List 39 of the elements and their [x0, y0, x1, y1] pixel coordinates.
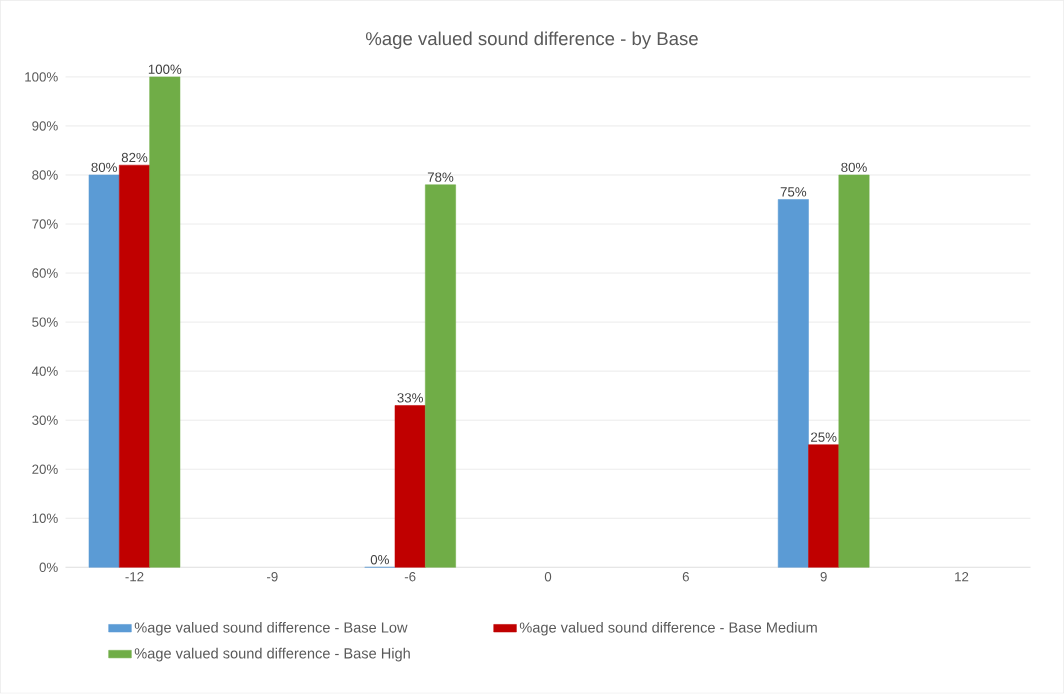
bar: [394, 405, 426, 568]
data-label: 33%: [397, 393, 423, 403]
y-tick-label: 90%: [32, 121, 58, 131]
y-tick-label: 30%: [32, 415, 58, 426]
data-label: 80%: [841, 162, 867, 173]
y-tick-label: 20%: [32, 464, 58, 475]
legend-label: %age valued sound difference - Base Medium: [519, 622, 817, 636]
x-tick-label: -9: [267, 572, 278, 582]
y-tick-label: 70%: [32, 219, 58, 229]
y-tick-label: 50%: [32, 317, 58, 328]
x-tick-label: 0: [544, 572, 552, 582]
x-tick-label: 9: [820, 572, 827, 582]
y-tick-label: 60%: [32, 268, 58, 278]
y-tick-label: 100%: [25, 72, 58, 82]
bar: [838, 174, 870, 568]
y-tick-label: 10%: [32, 513, 58, 524]
bar: [119, 165, 150, 568]
x-tick-label: 6: [682, 572, 689, 582]
bar: [149, 76, 181, 568]
bar: [777, 199, 809, 568]
data-label: 82%: [121, 153, 148, 163]
bar: [808, 444, 840, 568]
data-label: 75%: [780, 187, 807, 197]
chart-title: %age valued sound difference - by Base: [365, 31, 698, 50]
x-tick-label: 12: [955, 572, 969, 582]
y-tick-label: 0%: [39, 562, 58, 573]
data-label: 0%: [370, 555, 389, 565]
legend-label: %age valued sound difference - Base High: [134, 648, 410, 662]
x-tick-label: -6: [404, 572, 416, 582]
bar: [88, 174, 120, 568]
data-label: 25%: [811, 432, 837, 443]
y-tick-label: 40%: [31, 366, 58, 377]
y-tick-label: 80%: [32, 170, 58, 180]
bar: [425, 184, 456, 568]
x-tick-label: -12: [125, 572, 144, 582]
legend-label: %age valued sound difference - Base Low: [134, 622, 408, 636]
data-label: 100%: [148, 64, 182, 75]
data-label: 78%: [427, 172, 454, 183]
data-label: 80%: [91, 162, 117, 173]
